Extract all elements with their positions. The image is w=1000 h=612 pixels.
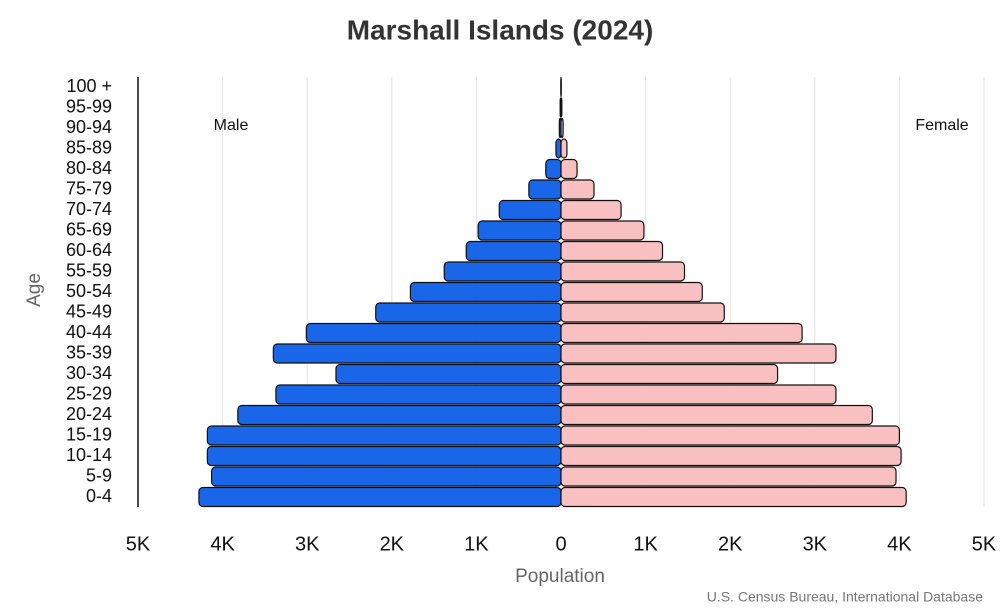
bar <box>560 425 900 446</box>
y-tick-label: 70-74 <box>66 199 112 219</box>
bar <box>560 117 564 139</box>
x-tick-label: 5K <box>126 533 151 555</box>
bar <box>409 281 562 303</box>
y-tick-label: 5-9 <box>86 465 112 485</box>
y-tick-label: 45-49 <box>66 301 112 321</box>
bar <box>198 486 562 508</box>
bar <box>560 343 837 364</box>
y-tick-label: 75-79 <box>66 178 112 198</box>
bar <box>465 240 562 262</box>
bar <box>305 322 562 344</box>
bar <box>560 220 645 241</box>
legend-label: Male <box>214 117 249 134</box>
x-tick-label: 1K <box>464 533 489 555</box>
y-tick-label: 55-59 <box>66 260 112 280</box>
bar <box>560 179 595 200</box>
bar <box>498 199 562 221</box>
bar <box>560 363 779 385</box>
bar <box>545 158 562 180</box>
bar <box>335 363 562 385</box>
y-tick-label: 10-14 <box>66 445 112 465</box>
y-tick-label: 65-69 <box>66 219 112 239</box>
y-tick-label: 0-4 <box>86 486 112 506</box>
x-tick-label: 3K <box>803 533 828 555</box>
bar <box>560 261 686 282</box>
y-tick-label: 25-29 <box>66 383 112 403</box>
bar <box>560 199 622 221</box>
bar <box>555 138 562 159</box>
bar <box>275 384 562 405</box>
y-tick-label: 85-89 <box>66 137 112 157</box>
x-tick-label: 3K <box>295 533 320 555</box>
x-tick-label: 2K <box>380 533 405 555</box>
bars <box>198 76 907 508</box>
bar <box>560 97 563 118</box>
bar <box>560 486 907 508</box>
x-tick-label: 4K <box>210 533 235 555</box>
y-axis-label: Age <box>24 273 45 307</box>
bar <box>560 384 837 405</box>
bar <box>560 322 803 344</box>
legend-label: Female <box>915 117 968 134</box>
x-tick-label: 1K <box>633 533 658 555</box>
bar <box>477 220 562 241</box>
y-tick-label: 35-39 <box>66 342 112 362</box>
bar <box>206 425 562 446</box>
bar <box>272 343 562 364</box>
bar <box>560 158 578 180</box>
bar <box>560 281 703 303</box>
y-tick-label: 60-64 <box>66 240 112 260</box>
y-tick-label: 80-84 <box>66 158 112 178</box>
bar <box>560 240 664 262</box>
y-tick-label: 20-24 <box>66 404 112 424</box>
bar <box>560 404 873 426</box>
x-tick-label: 5K <box>972 533 997 555</box>
source: U.S. Census Bureau, International Databa… <box>707 589 983 605</box>
y-tick-label: 15-19 <box>66 424 112 444</box>
y-tick-label: 100 + <box>66 76 112 96</box>
y-tick-label: 90-94 <box>66 117 112 137</box>
bar <box>560 466 897 487</box>
bar <box>528 179 562 200</box>
bar <box>206 445 562 467</box>
bar <box>237 404 562 426</box>
x-tick-label: 0 <box>555 533 566 555</box>
bar <box>443 261 562 282</box>
y-tick-label: 95-99 <box>66 96 112 116</box>
bar <box>560 445 902 467</box>
y-tick-label: 50-54 <box>66 281 112 301</box>
x-tick-label: 4K <box>887 533 912 555</box>
bar <box>560 302 725 323</box>
bar <box>211 466 562 487</box>
x-axis-label: Population <box>515 566 605 587</box>
chart-title: Marshall Islands (2024) <box>347 14 654 45</box>
x-tick-label: 2K <box>718 533 743 555</box>
y-tick-label: 30-34 <box>66 363 112 383</box>
bar <box>375 302 562 323</box>
bar <box>560 138 568 159</box>
y-tick-label: 40-44 <box>66 322 112 342</box>
